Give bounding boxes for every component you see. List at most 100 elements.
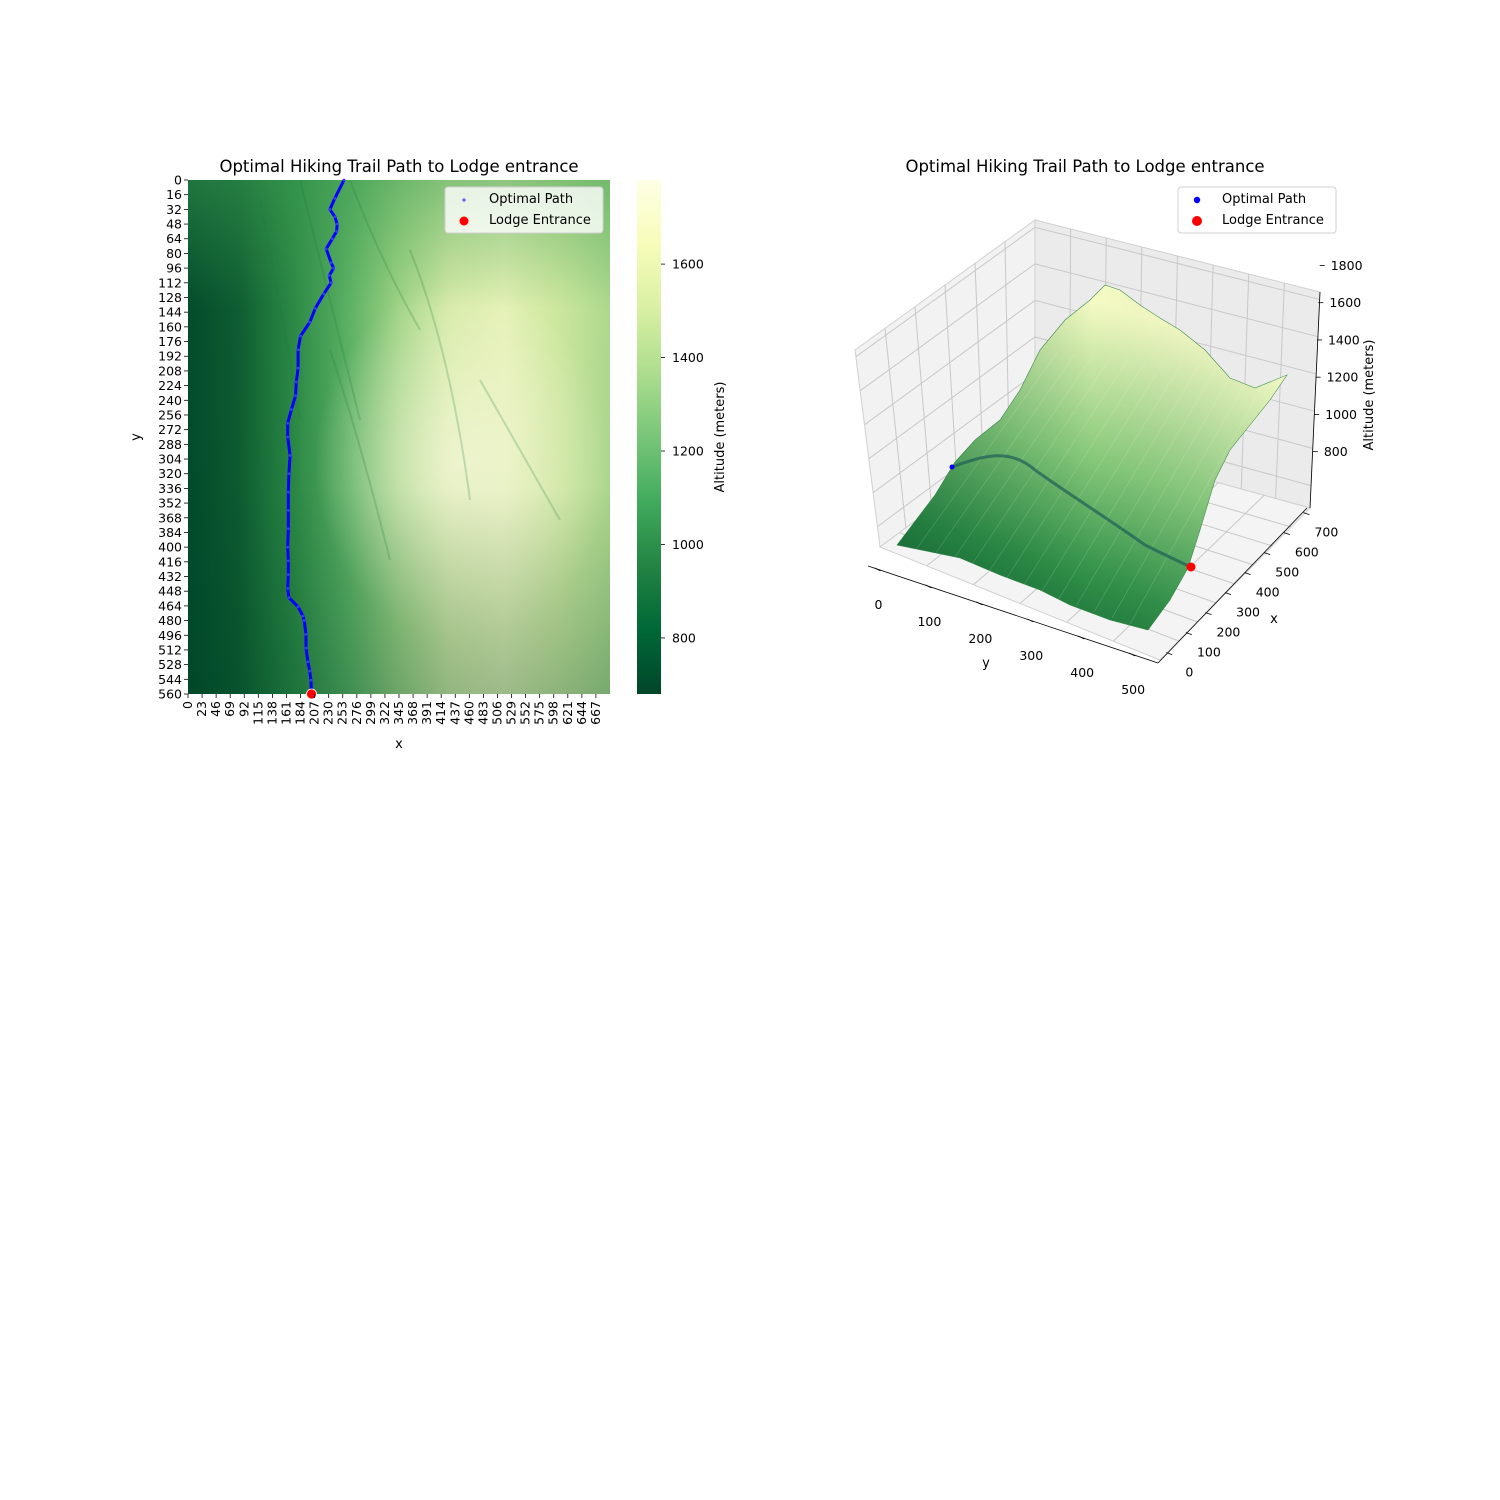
optimal-path-line — [286, 178, 346, 696]
terrain-ridge — [299, 180, 361, 421]
colorbar-label: Altitude (meters) — [713, 382, 728, 493]
x-axis-tick-label: 600 — [1295, 545, 1319, 560]
x-tick-label: 299 — [363, 701, 378, 725]
optimal-path-point — [308, 669, 312, 673]
optimal-path-point — [286, 573, 290, 577]
x-axis-tick-label: 700 — [1314, 525, 1338, 540]
y-tick-label: 240 — [158, 393, 182, 408]
mesh-line — [950, 355, 1094, 564]
y-tick-label: 512 — [158, 642, 182, 657]
y-tick-label: 304 — [158, 452, 182, 467]
y-tick-label: 352 — [158, 496, 182, 511]
x-tick-label: 644 — [574, 701, 589, 725]
colorbar-tick-label: 1600 — [672, 257, 704, 272]
surface-path-line — [951, 454, 1192, 569]
x-axis-tick-mark — [1205, 612, 1212, 615]
legend-lodge-marker — [459, 216, 469, 226]
y-axis-tick-mark — [976, 601, 983, 606]
z-axis-tick-label: 1600 — [1329, 295, 1361, 310]
x-tick-label: 506 — [489, 701, 504, 725]
x-tick-label: 621 — [560, 701, 575, 725]
optimal-path-point — [286, 490, 290, 494]
colorbar: 800 1000 1200 1400 1600 Altitude (meters) — [637, 180, 728, 694]
x-tick-label: 253 — [335, 701, 350, 725]
x-tick-label: 0 — [180, 701, 195, 709]
y-tick-label: 256 — [158, 407, 182, 422]
legend-lodge-label: Lodge Entrance — [489, 213, 591, 228]
y-tick-label: 320 — [158, 466, 182, 481]
optimal-path-point — [329, 261, 333, 265]
optimal-path-point — [304, 632, 308, 636]
optimal-path-point — [286, 559, 290, 563]
optimal-path-point — [286, 435, 290, 439]
y-tick-label: 224 — [158, 378, 182, 393]
z-axis-tick-label: 1400 — [1328, 332, 1360, 347]
x-axis-line — [1157, 507, 1308, 664]
y-tick-label: 80 — [166, 246, 182, 261]
y-tick-label: 368 — [158, 510, 182, 525]
z-axis-tick-label: 800 — [1324, 444, 1348, 459]
grid-line — [1275, 282, 1285, 499]
x-tick-label: 115 — [250, 701, 265, 725]
y-axis-tick-mark — [1027, 618, 1034, 623]
y-tick-label: 160 — [158, 319, 182, 334]
heatmap-image — [188, 180, 610, 694]
lodge-entrance-point — [306, 688, 317, 700]
mesh-line — [914, 351, 1058, 552]
y-axis-tick-label: 100 — [917, 614, 941, 629]
terrain-ridge — [479, 379, 561, 521]
grid-line — [859, 263, 1319, 392]
y-tick-label: 128 — [158, 290, 182, 305]
heatmap-panel: Optimal Hiking Trail Path to Lodge entra… — [129, 157, 728, 752]
z-axis-line — [1309, 291, 1321, 509]
x-axis-tick-mark — [1283, 532, 1290, 535]
terrain-surface — [896, 284, 1288, 631]
mesh-line — [986, 358, 1129, 576]
x-tick-label: 575 — [532, 701, 547, 725]
surface-panel: Optimal Hiking Trail Path to Lodge entra… — [854, 157, 1377, 697]
y-axis-tick-mark — [1078, 635, 1085, 640]
optimal-path-point — [287, 472, 291, 476]
z-axis-tick-label: 1800 — [1331, 258, 1363, 273]
grid-line — [914, 306, 933, 509]
x-tick-label: 184 — [293, 701, 308, 725]
x-tick-label: 69 — [222, 701, 237, 717]
optimal-path-point — [302, 619, 306, 622]
optimal-path-point — [313, 307, 317, 310]
optimal-path-point — [304, 646, 308, 650]
y-axis-tick-label: 200 — [968, 631, 992, 646]
colorbar-tick-label: 1400 — [672, 350, 704, 365]
legend-path-label: Optimal Path — [489, 192, 573, 207]
x-tick-label: 460 — [461, 701, 476, 725]
x-axis-tick-mark — [1303, 512, 1310, 515]
legend-path-marker — [1193, 196, 1201, 204]
optimal-path-point — [333, 215, 337, 219]
x-tick-label: 23 — [194, 701, 209, 717]
optimal-path-point — [294, 380, 298, 384]
optimal-path-point — [299, 334, 302, 338]
mesh-line — [1111, 371, 1253, 619]
y-axis-tick-label: 500 — [1121, 682, 1145, 697]
colorbar-tick-label: 1000 — [672, 537, 704, 552]
terrain-ridge — [349, 180, 421, 331]
x-axis-tick-label: 300 — [1236, 605, 1260, 620]
surface-lodge-marker — [1186, 562, 1196, 572]
heatmap-y-ticks: 0163248648096112128144160176192208224240… — [158, 173, 188, 702]
surface-path-start-marker — [949, 464, 955, 470]
surface-z-label: Altitude (meters) — [1362, 340, 1377, 451]
optimal-path-point — [309, 678, 313, 682]
x-tick-label: 529 — [504, 701, 519, 725]
optimal-path-point — [308, 320, 312, 324]
grid-line — [855, 226, 1320, 358]
y-axis-tick-label: 0 — [875, 597, 883, 612]
heatmap-title: Optimal Hiking Trail Path to Lodge entra… — [219, 157, 578, 176]
optimal-path-point — [294, 394, 298, 398]
terrain-ridge — [409, 249, 471, 501]
y-tick-label: 176 — [158, 334, 182, 349]
optimal-path-point — [296, 366, 300, 370]
optimal-path-point — [286, 527, 290, 531]
heatmap-x-label: x — [395, 737, 403, 752]
y-axis-tick-mark — [874, 567, 881, 572]
optimal-path-point — [286, 509, 290, 512]
y-tick-label: 384 — [158, 525, 182, 540]
